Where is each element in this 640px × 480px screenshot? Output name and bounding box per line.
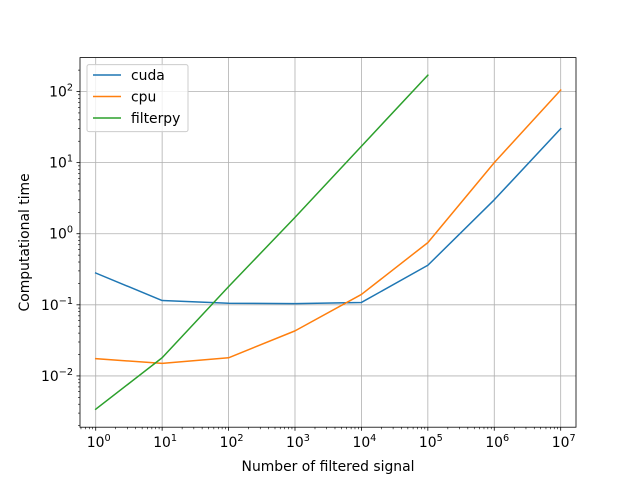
x-tick-label: 106 [485,433,509,451]
grid-layer [80,57,576,428]
series-line-filterpy [94,74,429,411]
series-line-cpu [94,88,562,365]
x-tick-label: 105 [419,433,443,451]
legend-label-cpu: cpu [131,90,156,106]
x-tick-label: 101 [153,433,177,451]
y-tick-label: 100 [49,225,73,243]
legend-label-filterpy: filterpy [131,111,180,127]
series-line-cuda [94,127,562,305]
legend-label-cuda: cuda [131,68,165,84]
x-axis-label: Number of filtered signal [242,459,415,475]
tick-layer: 100 101 102 103 104 105 106 107 10−2 10−1 100 101 10… [41,83,576,452]
x-tick-label: 100 [87,433,111,451]
y-axis-label: Computational time [17,173,33,311]
plot-frame [79,57,577,428]
legend: cuda cpu filterpy [86,64,189,133]
x-tick-label: 102 [220,433,244,451]
legend-box [86,64,189,133]
x-tick-label: 107 [552,433,576,451]
x-tick-label: 103 [286,433,310,451]
y-tick-label: 10−2 [41,367,73,385]
x-tick-label: 104 [352,433,376,451]
y-tick-label: 102 [49,83,73,101]
y-tick-label: 10−1 [41,296,73,314]
y-tick-label: 101 [49,154,73,172]
series-layer [94,74,562,411]
